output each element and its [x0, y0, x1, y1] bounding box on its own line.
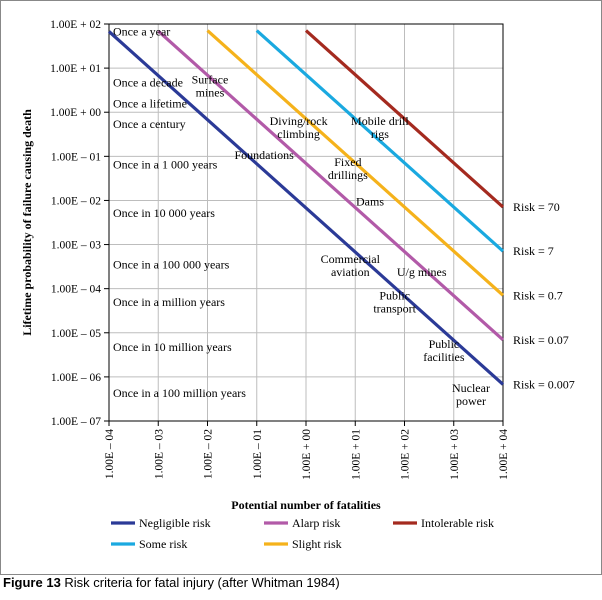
y-tick-label: 1.00E – 04 [51, 284, 101, 296]
activity-annotation: Mobile drill [351, 114, 409, 128]
x-tick-label: 1.00E – 03 [153, 429, 165, 479]
risk-end-label: Risk = 7 [513, 244, 554, 258]
frequency-label: Once a decade [113, 76, 183, 90]
risk-end-label: Risk = 0.007 [513, 377, 575, 391]
y-tick-label: 1.00E – 05 [51, 328, 101, 340]
legend-label: Negligible risk [139, 516, 211, 530]
figure-caption: Figure 13 Risk criteria for fatal injury… [3, 575, 340, 590]
activity-annotation: Public [429, 337, 460, 351]
x-tick-label: 1.00E + 02 [400, 429, 412, 480]
frequency-label: Once in 10 million years [113, 340, 232, 354]
x-tick-label: 1.00E – 01 [252, 429, 264, 479]
frequency-label: Once in a 100 million years [113, 386, 246, 400]
legend-label: Some risk [139, 537, 187, 551]
y-tick-label: 1.00E – 01 [51, 151, 101, 163]
legend-label: Slight risk [292, 537, 342, 551]
frequency-label: Once in a 1 000 years [113, 157, 218, 171]
y-tick-label: 1.00E – 03 [51, 240, 101, 252]
activity-annotation: Nuclear [452, 381, 490, 395]
activity-annotation: Foundations [234, 148, 294, 162]
activity-annotation: Commercial [321, 252, 381, 266]
series-line-negligible-risk [107, 30, 505, 386]
y-axis-title: Lifetime probability of failure causing … [20, 109, 34, 336]
y-tick-label: 1.00E – 07 [51, 416, 101, 428]
x-axis-title: Potential number of fatalities [231, 498, 381, 512]
activity-annotation: aviation [331, 265, 370, 279]
caption-text: Risk criteria for fatal injury (after Wh… [60, 575, 340, 590]
x-tick-label: 1.00E – 02 [203, 429, 215, 479]
activity-annotation: rigs [371, 127, 389, 141]
activity-annotation: drillings [328, 168, 368, 182]
x-tick-label: 1.00E + 04 [498, 429, 510, 480]
frequency-label: Once in a 100 000 years [113, 257, 230, 271]
y-tick-label: 1.00E + 02 [50, 19, 101, 31]
frequency-label: Once in a million years [113, 295, 225, 309]
x-tick-label: 1.00E + 01 [350, 429, 362, 480]
y-tick-label: 1.00E – 02 [51, 195, 101, 207]
frequency-label: Once in 10 000 years [113, 206, 215, 220]
activity-annotation: Fixed [334, 155, 361, 169]
activity-annotation: Diving/rock [270, 114, 328, 128]
y-tick-label: 1.00E + 01 [50, 63, 101, 75]
activity-annotation: U/g mines [397, 265, 447, 279]
y-tick-label: 1.00E – 06 [51, 372, 101, 384]
activity-annotation: power [456, 394, 486, 408]
activity-annotation: Dams [356, 194, 384, 208]
y-tick-label: 1.00E + 00 [50, 107, 101, 119]
series-line-some-risk [255, 29, 505, 253]
risk-end-label: Risk = 0.07 [513, 333, 569, 347]
activity-annotation: mines [196, 85, 225, 99]
activity-annotation: Surface [192, 72, 229, 86]
activity-annotation: facilities [423, 350, 465, 364]
risk-end-label: Risk = 0.7 [513, 288, 563, 302]
activity-annotation: climbing [277, 127, 320, 141]
legend-label: Alarp risk [292, 516, 340, 530]
caption-label: Figure 13 [3, 575, 61, 590]
activity-annotation: transport [373, 301, 416, 315]
frequency-label: Once a year [113, 24, 170, 38]
x-tick-label: 1.00E – 04 [104, 429, 116, 479]
activity-annotation: Public [379, 288, 410, 302]
series-line-alarp-risk [157, 29, 505, 342]
series-line-intolerable-risk [304, 29, 505, 209]
x-tick-label: 1.00E + 00 [301, 429, 313, 480]
series-line-slight-risk [206, 29, 505, 297]
frequency-label: Once a lifetime [113, 96, 187, 110]
legend-label: Intolerable risk [421, 516, 494, 530]
x-tick-label: 1.00E + 03 [449, 429, 461, 480]
frequency-label: Once a century [113, 117, 186, 131]
risk-end-label: Risk = 70 [513, 200, 560, 214]
